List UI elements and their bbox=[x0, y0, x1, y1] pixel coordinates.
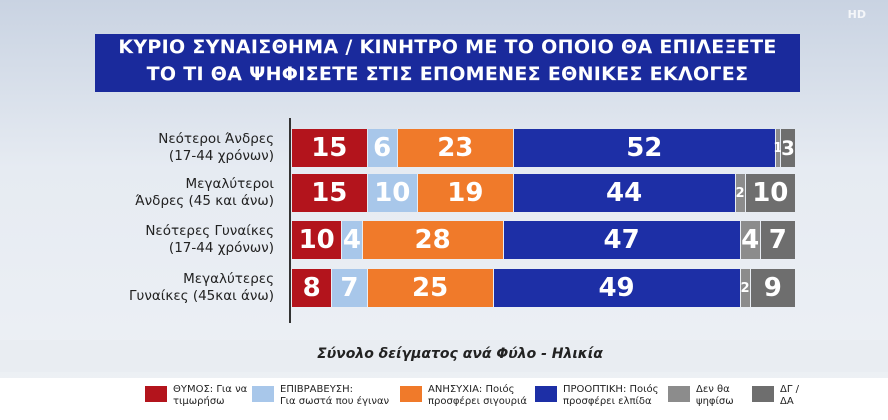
legend: ΘΥΜΟΣ: Για να τιμωρήσω ΕΠΙΒΡΑΒΕΥΣΗ: Για σ… bbox=[0, 378, 888, 420]
bar-segment: 4 bbox=[740, 221, 760, 259]
bar-segment: 10 bbox=[292, 221, 342, 259]
bar-segment: 44 bbox=[513, 174, 735, 212]
bar-segment: 19 bbox=[418, 174, 513, 212]
value-label: 9 bbox=[763, 273, 782, 303]
value-label: 47 bbox=[603, 225, 640, 255]
legend-label: ΔΓ / ΔΑ bbox=[780, 384, 799, 407]
value-label: 15 bbox=[311, 133, 348, 163]
logo: HD bbox=[847, 8, 866, 21]
bar-segment: 4 bbox=[342, 221, 362, 259]
footer-band bbox=[0, 340, 888, 372]
bar-segment: 3 bbox=[780, 129, 795, 167]
value-label: 2 bbox=[740, 280, 750, 296]
category-label: Μεγαλύτερες Γυναίκες (45και άνω) bbox=[129, 271, 274, 304]
bar-segment: 49 bbox=[493, 269, 740, 307]
value-label: 10 bbox=[298, 225, 335, 255]
bar-segment: 7 bbox=[760, 221, 795, 259]
legend-label: Δεν θα ψηφίσω bbox=[696, 384, 734, 407]
legend-swatch bbox=[535, 386, 557, 402]
value-label: 7 bbox=[768, 225, 787, 255]
value-label: 23 bbox=[437, 133, 474, 163]
legend-swatch bbox=[668, 386, 690, 402]
legend-swatch bbox=[752, 386, 774, 402]
legend-label: ΑΝΗΣΥΧΙΑ: Ποιός προσφέρει σιγουριά bbox=[428, 384, 528, 407]
bar-segment: 8 bbox=[292, 269, 332, 307]
value-label: 44 bbox=[606, 178, 643, 208]
bar-segment: 25 bbox=[367, 269, 493, 307]
bar-segment: 10 bbox=[367, 174, 417, 212]
bar-segment: 1 bbox=[773, 129, 783, 167]
value-label: 7 bbox=[340, 273, 359, 303]
chart-title: ΚΥΡΙΟ ΣΥΝΑΙΣΘΗΜΑ / ΚΙΝΗΤΡΟ ΜΕ ΤΟ ΟΠΟΙΟ Θ… bbox=[95, 34, 800, 92]
legend-label: ΠΡΟΟΠΤΙΚΗ: Ποιός προσφέρει ελπίδα bbox=[563, 384, 659, 407]
value-label: 3 bbox=[781, 136, 795, 160]
value-label: 4 bbox=[342, 225, 362, 255]
legend-swatch bbox=[145, 386, 167, 402]
category-label: Νεότερες Γυναίκες (17-44 χρόνων) bbox=[145, 223, 274, 256]
value-label: 19 bbox=[447, 178, 484, 208]
bar-segment: 6 bbox=[367, 129, 397, 167]
value-label: 52 bbox=[626, 133, 663, 163]
bar-segment: 47 bbox=[503, 221, 740, 259]
bar-segment: 15 bbox=[292, 129, 367, 167]
category-label: Νεότεροι Άνδρες (17-44 χρόνων) bbox=[158, 131, 274, 164]
value-label: 2 bbox=[735, 185, 745, 201]
category-label: Μεγαλύτεροι Άνδρες (45 και άνω) bbox=[135, 176, 274, 209]
value-label: 6 bbox=[373, 133, 392, 163]
value-label: 8 bbox=[302, 273, 321, 303]
bar-segment: 28 bbox=[362, 221, 503, 259]
legend-label: ΘΥΜΟΣ: Για να τιμωρήσω bbox=[173, 384, 248, 407]
bar-segment: 10 bbox=[745, 174, 795, 212]
value-label: 15 bbox=[311, 178, 348, 208]
legend-swatch bbox=[252, 386, 274, 402]
legend-swatch bbox=[400, 386, 422, 402]
bar-segment: 9 bbox=[750, 269, 795, 307]
value-label: 10 bbox=[374, 178, 411, 208]
bar-segment: 23 bbox=[397, 129, 513, 167]
bar-segment: 2 bbox=[736, 174, 745, 212]
value-label: 4 bbox=[741, 225, 760, 255]
value-label: 49 bbox=[598, 273, 635, 303]
bar-segment: 7 bbox=[332, 269, 367, 307]
chart-subtitle: Σύνολο δείγματος ανά Φύλο - Ηλικία bbox=[317, 346, 603, 362]
bar-segment: 2 bbox=[741, 269, 750, 307]
legend-label: ΕΠΙΒΡΑΒΕΥΣΗ: Για σωστά που έγιναν bbox=[280, 384, 390, 407]
value-label: 25 bbox=[412, 273, 449, 303]
value-label: 10 bbox=[752, 178, 789, 208]
bar-segment: 52 bbox=[513, 129, 775, 167]
value-label: 28 bbox=[414, 225, 451, 255]
bar-segment: 15 bbox=[292, 174, 367, 212]
axis-line bbox=[289, 118, 291, 323]
value-label: 1 bbox=[773, 140, 783, 156]
